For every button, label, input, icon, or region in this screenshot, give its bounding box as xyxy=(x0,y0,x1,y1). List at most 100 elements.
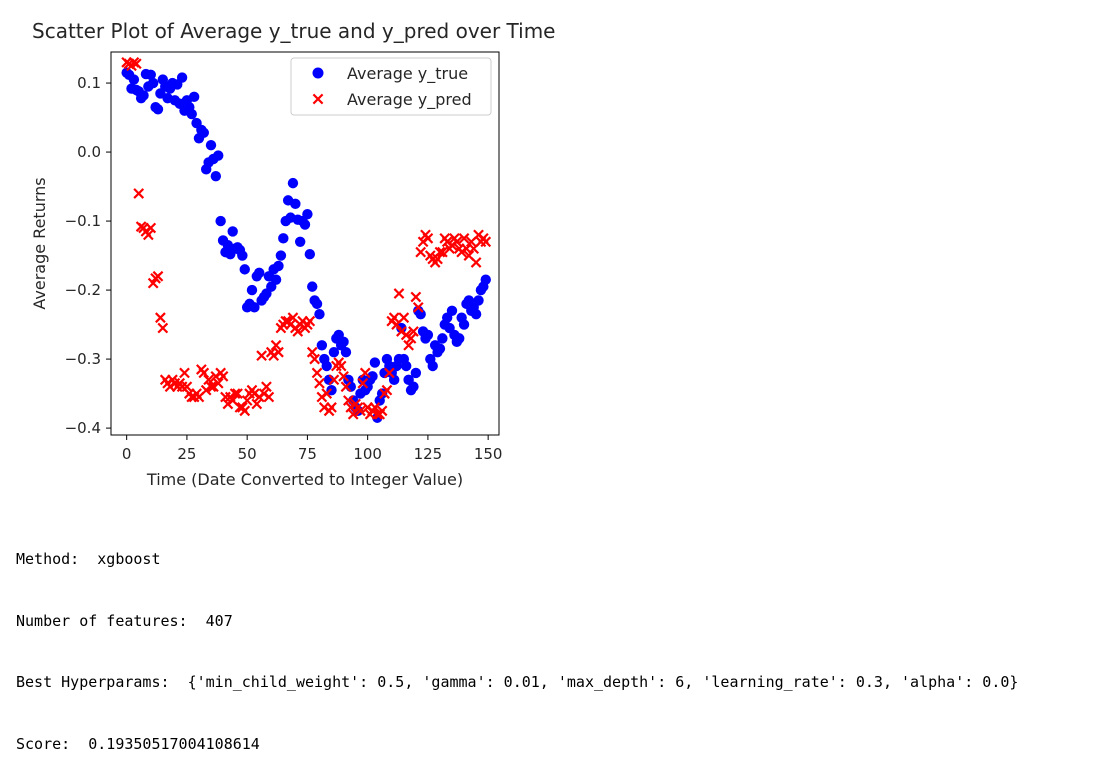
data-point-1 xyxy=(311,367,323,379)
data-point-0 xyxy=(321,360,332,372)
data-point-1 xyxy=(355,405,366,417)
data-point-0 xyxy=(188,91,200,103)
data-point-1 xyxy=(145,222,157,234)
score-line: Score: 0.19350517004108614 xyxy=(16,734,1018,755)
data-point-1 xyxy=(205,381,217,393)
data-point-0 xyxy=(198,127,209,138)
data-point-1 xyxy=(217,370,229,382)
data-point-0 xyxy=(302,208,313,220)
x-tick-label: 50 xyxy=(238,445,257,463)
legend-marker-x xyxy=(312,93,324,105)
score-label: Score: xyxy=(16,734,89,753)
data-point-0 xyxy=(239,264,250,275)
data-point-0 xyxy=(328,346,340,358)
x-tick-label: 125 xyxy=(414,445,443,463)
data-point-0 xyxy=(249,302,260,313)
data-point-0 xyxy=(237,250,248,261)
data-point-0 xyxy=(422,329,434,341)
y-tick-label: −0.1 xyxy=(65,212,101,230)
data-point-0 xyxy=(213,150,224,161)
cell-output: Method: xgboost Number of features: 407 … xyxy=(16,508,1018,775)
data-point-1 xyxy=(263,391,275,403)
data-point-1 xyxy=(412,301,424,313)
data-point-0 xyxy=(254,267,265,279)
data-point-0 xyxy=(401,360,412,372)
data-point-1 xyxy=(359,367,371,379)
score-value: 0.19350517004108614 xyxy=(88,734,260,753)
data-point-1 xyxy=(393,288,405,299)
plot-frame xyxy=(110,51,500,436)
data-point-1 xyxy=(229,388,241,399)
features-value: 407 xyxy=(205,611,233,630)
data-point-0 xyxy=(152,104,164,115)
data-point-1 xyxy=(270,339,282,351)
data-point-1 xyxy=(179,367,190,379)
data-point-0 xyxy=(290,198,301,210)
data-point-0 xyxy=(215,215,226,227)
data-point-1 xyxy=(232,388,243,399)
data-point-1 xyxy=(340,381,352,393)
data-point-1 xyxy=(410,291,422,303)
data-point-1 xyxy=(133,188,145,199)
features-label: Number of features: xyxy=(16,611,206,630)
legend-label: Average y_true xyxy=(347,64,468,84)
data-point-0 xyxy=(138,90,149,101)
data-point-0 xyxy=(437,333,448,344)
data-point-1 xyxy=(451,236,463,248)
data-point-1 xyxy=(357,377,369,389)
data-point-1 xyxy=(405,333,417,344)
legend-label: Average y_pred xyxy=(347,90,472,110)
x-tick-label: 0 xyxy=(122,445,132,463)
data-point-0 xyxy=(278,233,289,244)
data-point-1 xyxy=(398,312,410,324)
data-point-0 xyxy=(307,281,318,292)
data-point-0 xyxy=(275,250,287,261)
data-point-0 xyxy=(458,319,470,330)
method-value: xgboost xyxy=(97,550,161,568)
data-point-1 xyxy=(203,374,214,386)
data-point-1 xyxy=(309,353,321,365)
data-point-1 xyxy=(436,246,448,258)
data-point-1 xyxy=(408,326,419,337)
data-point-0 xyxy=(470,309,482,320)
legend-marker-circle xyxy=(312,67,324,79)
data-point-1 xyxy=(415,246,427,258)
data-point-0 xyxy=(338,336,349,348)
data-point-0 xyxy=(287,177,299,189)
data-point-0 xyxy=(227,226,238,237)
x-tick-label: 100 xyxy=(353,445,382,463)
data-point-0 xyxy=(314,309,325,320)
data-point-1 xyxy=(343,395,354,406)
chart-title: Scatter Plot of Average y_true and y_pre… xyxy=(32,19,556,43)
data-point-0 xyxy=(446,305,458,316)
data-point-1 xyxy=(347,408,359,420)
data-point-1 xyxy=(261,381,272,393)
data-point-0 xyxy=(454,333,465,344)
data-point-0 xyxy=(415,309,426,320)
data-point-1 xyxy=(326,402,337,413)
data-point-1 xyxy=(458,232,470,244)
data-point-0 xyxy=(410,367,422,379)
data-point-1 xyxy=(251,398,263,410)
data-point-0 xyxy=(427,360,438,372)
data-point-1 xyxy=(369,402,381,413)
data-point-0 xyxy=(367,371,378,382)
data-point-0 xyxy=(128,74,140,85)
y-tick-label: 0.0 xyxy=(77,143,101,161)
y-tick-label: −0.3 xyxy=(65,350,101,368)
data-point-0 xyxy=(480,274,491,285)
figure: Scatter Plot of Average y_true and y_pre… xyxy=(30,19,556,489)
legend-box xyxy=(290,57,492,116)
scatter-chart: Scatter Plot of Average y_true and y_pre… xyxy=(30,19,556,489)
data-point-0 xyxy=(340,346,352,358)
data-point-0 xyxy=(186,108,197,120)
data-point-1 xyxy=(198,367,210,379)
data-point-0 xyxy=(299,219,311,230)
x-tick-label: 25 xyxy=(177,445,196,463)
data-point-0 xyxy=(205,139,217,151)
data-point-1 xyxy=(155,312,166,324)
y-tick-label: −0.2 xyxy=(65,281,101,299)
data-point-0 xyxy=(176,72,188,83)
data-point-1 xyxy=(376,405,388,417)
data-point-1 xyxy=(181,381,193,393)
